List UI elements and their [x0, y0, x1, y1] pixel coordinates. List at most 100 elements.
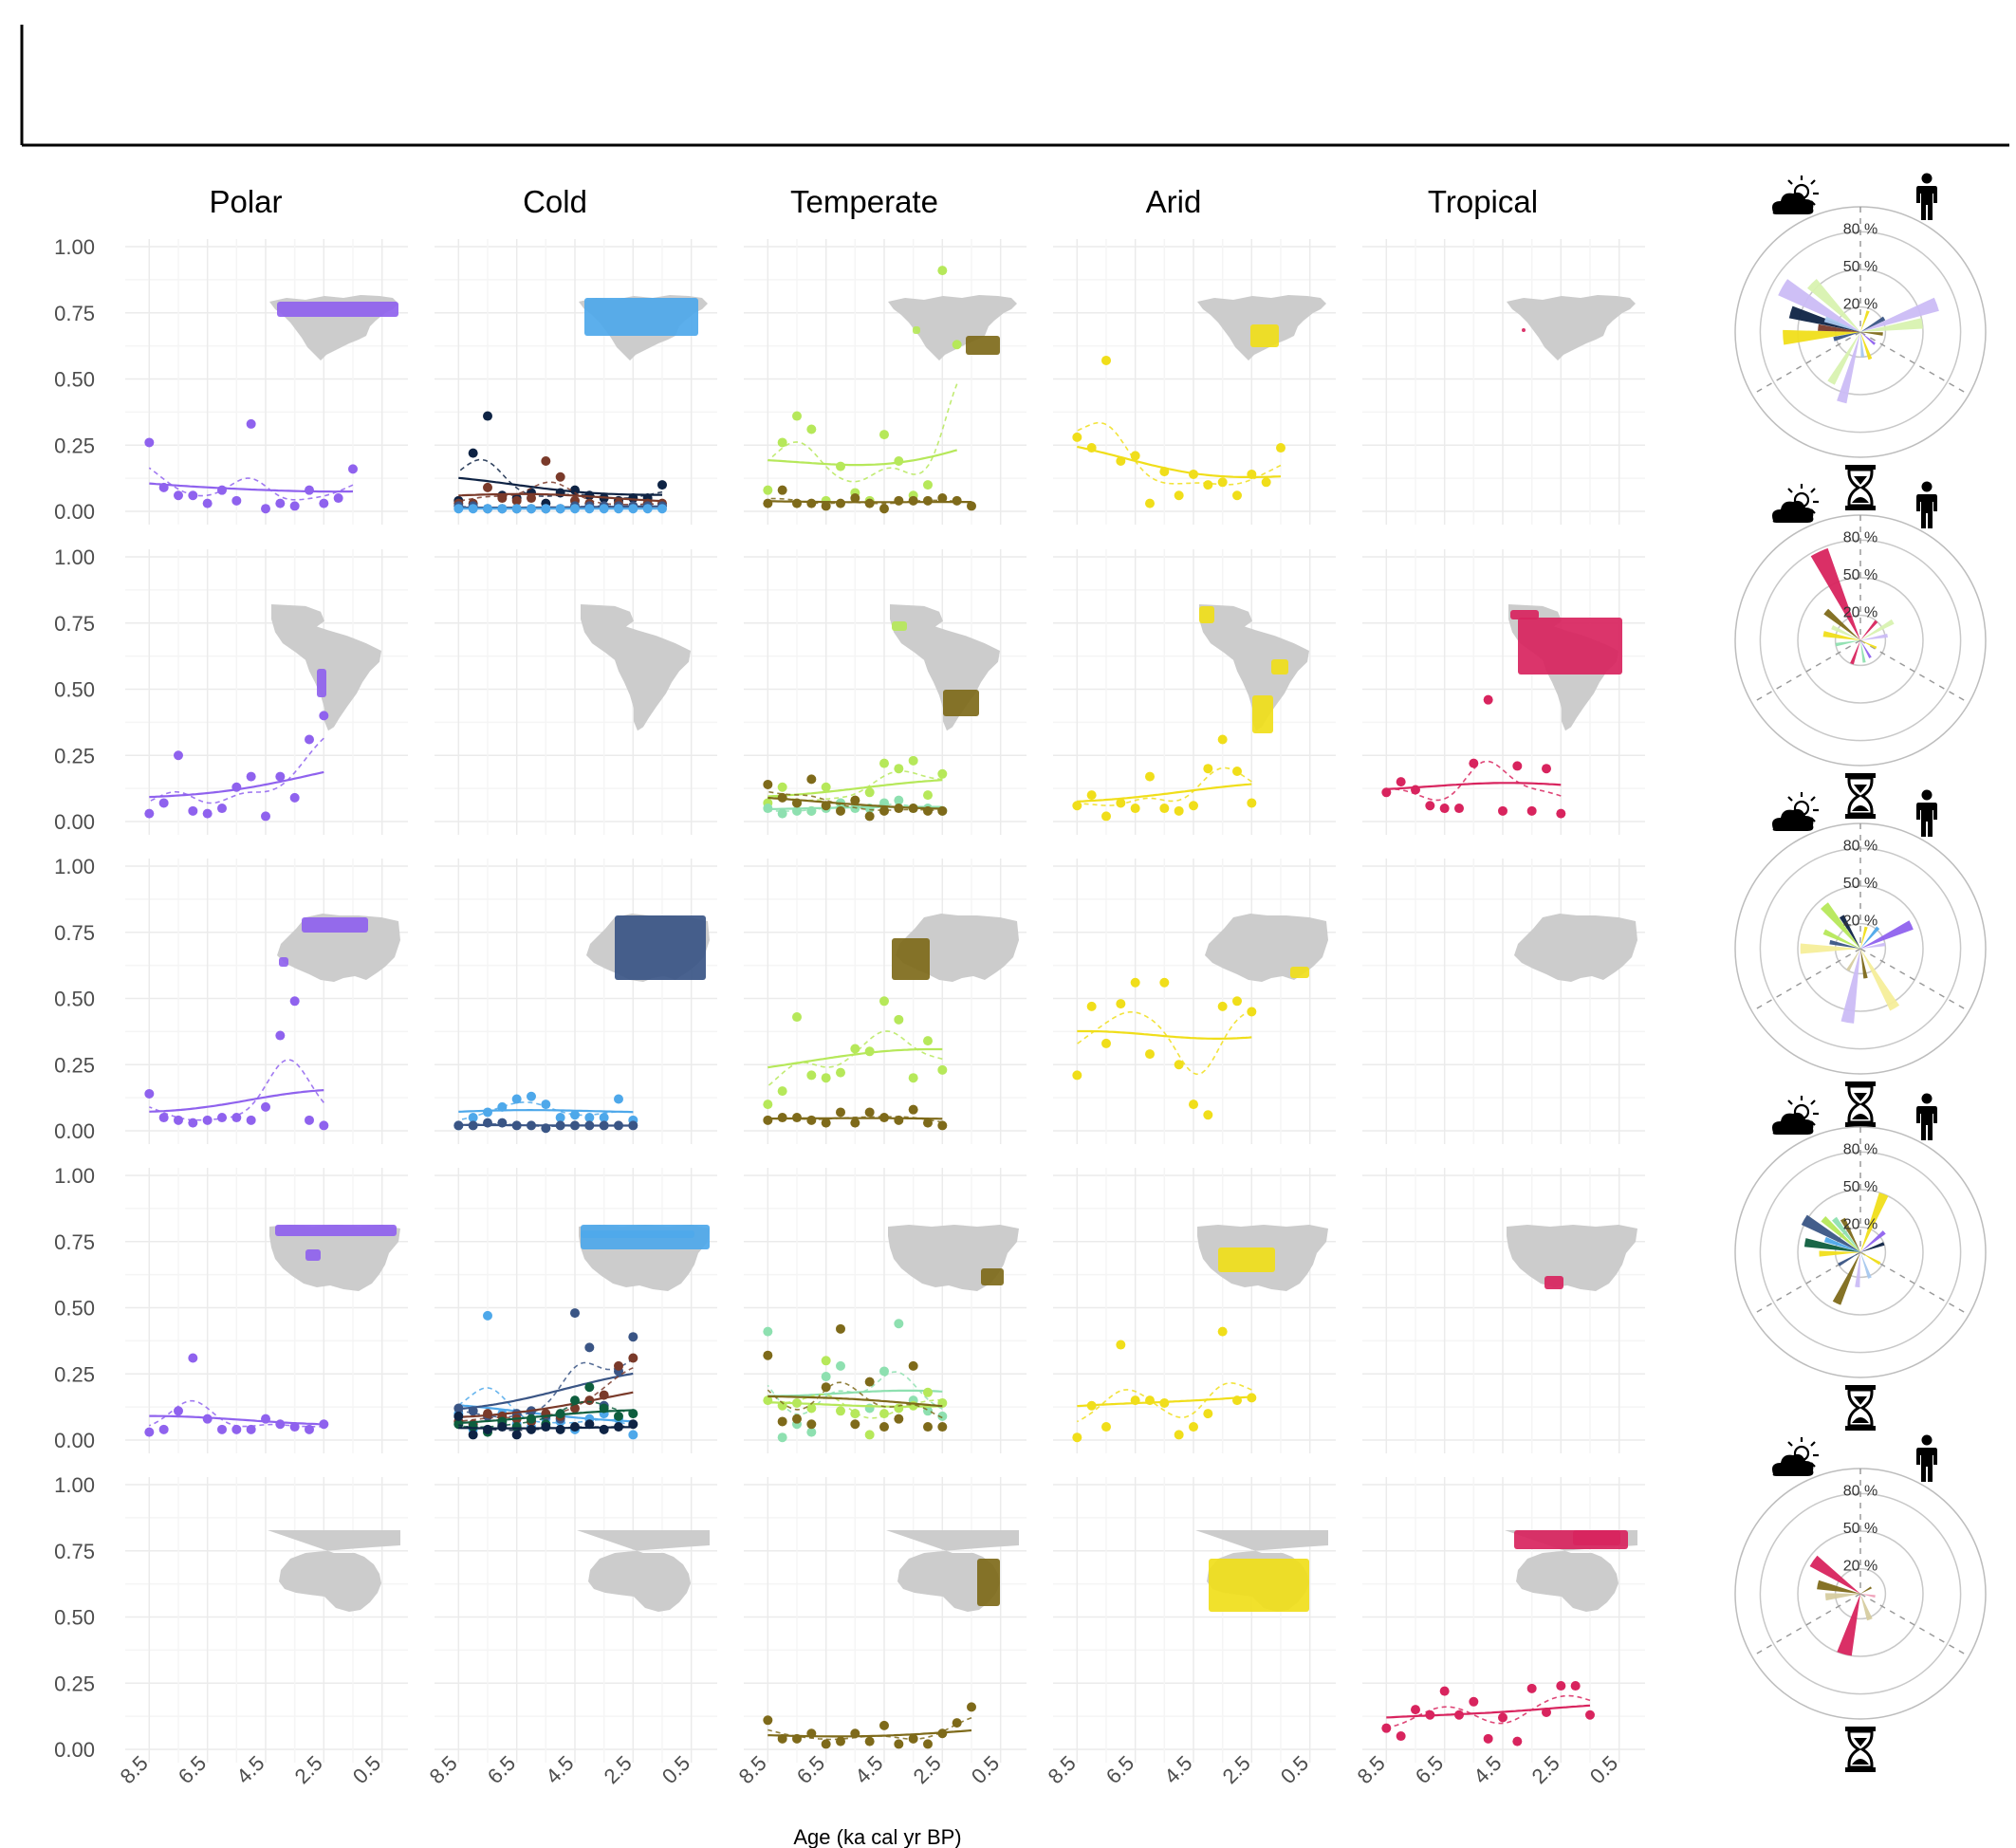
- data-point: [894, 804, 904, 814]
- radar-bar: [1783, 329, 1860, 345]
- panel: [435, 1168, 717, 1453]
- panel: [1053, 859, 1336, 1144]
- panel: [125, 239, 408, 525]
- panel-background: [1362, 1168, 1645, 1453]
- person-icon: [1916, 1434, 1937, 1482]
- panel: [125, 1168, 408, 1453]
- data-point: [231, 1113, 242, 1123]
- data-point: [584, 504, 595, 514]
- y-tick-label: 0.50: [54, 678, 95, 702]
- data-point: [1130, 451, 1140, 461]
- y-tick-label: 0.25: [54, 1672, 95, 1695]
- series: [453, 1411, 638, 1440]
- data-point: [1570, 1681, 1581, 1691]
- data-point: [908, 804, 918, 814]
- trend-line-dashed: [1076, 1009, 1252, 1076]
- y-tick-label: 1.00: [54, 1473, 95, 1497]
- map-highlight: [1271, 659, 1288, 675]
- radar-bar: [1860, 942, 1886, 949]
- data-point: [894, 764, 904, 774]
- y-tick-label: 0.50: [54, 1297, 95, 1321]
- map-highlight: [1252, 695, 1273, 733]
- data-point: [1512, 761, 1523, 771]
- data-point: [937, 1120, 948, 1131]
- series: [1381, 694, 1566, 819]
- y-tick-label: 0.25: [54, 434, 95, 457]
- data-point: [937, 1411, 948, 1421]
- cloud-sun-icon: [1770, 1094, 1821, 1137]
- trend-line: [768, 449, 957, 467]
- y-tick-label: 0.75: [54, 612, 95, 636]
- radar-bar: [1822, 631, 1860, 640]
- radar-tick-label: 20 %: [1843, 914, 1877, 930]
- radar-bar: [1823, 608, 1860, 640]
- data-point: [174, 1406, 183, 1416]
- data-point: [806, 424, 817, 434]
- data-point: [894, 1414, 904, 1424]
- radar-bar: [1860, 316, 1886, 332]
- panel: [435, 239, 717, 525]
- data-point: [864, 1430, 875, 1440]
- radar-bar: [1827, 332, 1860, 385]
- y-tick-label: 0.25: [54, 744, 95, 767]
- data-point: [453, 1419, 464, 1430]
- radar-tick-label: 50 %: [1843, 1521, 1877, 1537]
- data-point: [1203, 1110, 1213, 1120]
- radar-bar: [1819, 1250, 1860, 1257]
- y-tick-label: 1.00: [54, 1164, 95, 1188]
- map-highlight: [1250, 324, 1279, 347]
- trend-line-dashed: [458, 481, 663, 506]
- data-point: [923, 1739, 933, 1749]
- data-point: [908, 755, 918, 766]
- data-point: [1454, 1709, 1464, 1720]
- y-tick-label: 0.25: [54, 1053, 95, 1077]
- data-point: [879, 504, 889, 514]
- radar-bar: [1803, 1238, 1860, 1252]
- data-point: [806, 1419, 817, 1430]
- data-point: [483, 1424, 492, 1434]
- data-point: [894, 1319, 904, 1329]
- inset-map: [269, 1225, 400, 1291]
- panel-background: [125, 1477, 408, 1763]
- data-point: [908, 1360, 918, 1371]
- panel: [1053, 1168, 1336, 1453]
- data-point: [1145, 498, 1155, 508]
- data-point: [792, 805, 802, 816]
- data-point: [144, 1427, 155, 1437]
- panel-background: [1362, 549, 1645, 835]
- data-point: [763, 1326, 773, 1337]
- hourglass-icon: [1843, 1383, 1877, 1432]
- inset-map: [1514, 914, 1637, 982]
- cloud-sun-icon: [1770, 174, 1821, 216]
- data-point: [763, 1395, 773, 1406]
- radar-bar: [1860, 332, 1883, 336]
- data-point: [614, 1422, 623, 1432]
- radar-tick-label: 80 %: [1843, 838, 1877, 854]
- radar-bar: [1860, 949, 1868, 979]
- panel: [744, 859, 1026, 1144]
- radar-bar: [1835, 640, 1860, 647]
- data-point: [217, 1424, 227, 1434]
- data-point: [792, 498, 802, 508]
- data-point: [1086, 443, 1097, 453]
- data-point: [879, 1113, 889, 1123]
- data-point: [527, 1424, 536, 1434]
- data-point: [777, 1113, 787, 1123]
- radar-chart: 80 % 50 % 20 %: [1734, 789, 1987, 1129]
- series: [453, 1091, 638, 1131]
- data-point: [511, 1120, 522, 1131]
- radar-bar: [1860, 318, 1923, 332]
- radar-bar: [1860, 1230, 1886, 1252]
- data-point: [1101, 811, 1111, 822]
- data-point: [763, 779, 773, 789]
- data-point: [305, 1424, 314, 1434]
- data-point: [642, 504, 653, 514]
- data-point: [836, 498, 845, 508]
- radar-bar: [1829, 939, 1860, 949]
- data-point: [1425, 801, 1435, 811]
- map-landmass: [1507, 1225, 1637, 1291]
- panel-background: [125, 239, 408, 525]
- data-point: [584, 1395, 595, 1406]
- panel-background: [1053, 1477, 1336, 1763]
- series: [763, 1104, 948, 1131]
